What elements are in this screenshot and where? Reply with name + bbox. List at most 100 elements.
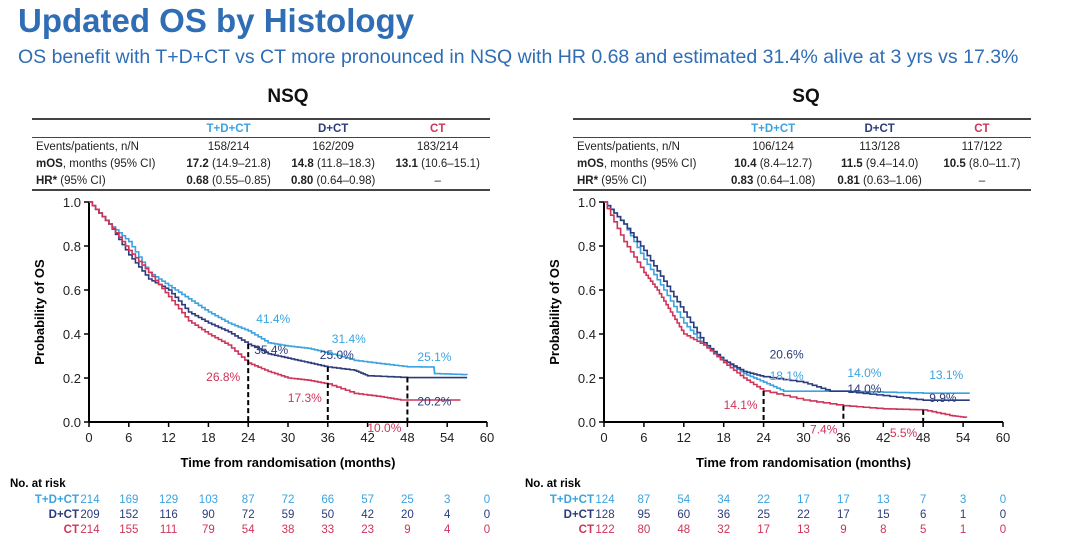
at-risk-value: 42: [361, 509, 374, 521]
column-header: D+CT: [826, 119, 933, 138]
column-header: T+D+CT: [719, 119, 827, 138]
table-row: mOS, months (95% CI) 10.4 (8.4–12.7) 11.5 …: [573, 155, 1031, 172]
at-risk-value: 13: [877, 494, 890, 506]
row-label: HR* (95% CI): [36, 174, 106, 187]
y-tick-label: 0.6: [63, 283, 81, 298]
cell: 17.2 (14.9–21.8): [186, 157, 271, 170]
at-risk-value: 5: [920, 524, 926, 536]
annotation-dct-48: 20.2%: [417, 395, 451, 409]
sq-panel-title: SQ: [792, 86, 820, 107]
page-title: Updated OS by Histology: [18, 2, 415, 39]
at-risk-value: 57: [361, 494, 374, 506]
x-tick-label: 30: [796, 430, 810, 445]
cell: 183/214: [416, 140, 459, 153]
x-tick-label: 48: [400, 430, 414, 445]
at-risk-value: 0: [484, 524, 490, 536]
at-risk-value: 0: [1000, 494, 1006, 506]
at-risk-row-label: D+CT: [564, 509, 594, 521]
cell: 106/124: [752, 140, 794, 153]
column-header: T+D+CT: [176, 119, 281, 138]
cell: 162/209: [312, 140, 354, 153]
at-risk-value: 32: [717, 524, 730, 536]
at-risk-value: 50: [321, 509, 334, 521]
x-tick-label: 42: [876, 430, 890, 445]
cell: –: [978, 174, 986, 187]
y-tick-label: 0.4: [578, 327, 596, 342]
at-risk-value: 4: [444, 524, 451, 536]
x-tick-label: 48: [916, 430, 930, 445]
at-risk-value: 3: [444, 494, 450, 506]
annotation-dct-24: 20.6%: [770, 348, 804, 362]
at-risk-row-label: T+D+CT: [35, 494, 79, 506]
y-tick-label: 0.8: [578, 239, 596, 254]
nsq-curve-dct: [89, 201, 468, 379]
annotation-tdct-48: 13.1%: [929, 368, 963, 382]
row-label: Events/patients, n/N: [577, 140, 680, 153]
at-risk-value: 17: [837, 494, 850, 506]
at-risk-value: 122: [595, 524, 614, 536]
at-risk-value: 152: [119, 509, 138, 521]
at-risk-value: 72: [282, 494, 295, 506]
table-row: Events/patients, n/N 106/124 113/128 117/12…: [573, 138, 1031, 156]
at-risk-value: 23: [361, 524, 374, 536]
x-tick-label: 42: [360, 430, 374, 445]
annotation-dct-36: 25.0%: [320, 348, 354, 362]
nsq-y-axis-label: Probability of OS: [32, 259, 47, 365]
x-tick-label: 36: [836, 430, 850, 445]
at-risk-value: 59: [282, 509, 295, 521]
at-risk-value: 4: [444, 509, 451, 521]
at-risk-value: 0: [484, 509, 490, 521]
at-risk-value: 90: [202, 509, 215, 521]
table-row: mOS, months (95% CI) 17.2 (14.9–21.8) 14.8…: [32, 155, 490, 172]
annotation-ct-48: 5.5%: [890, 426, 918, 440]
at-risk-row-label: D+CT: [49, 509, 79, 521]
at-risk-value: 3: [960, 494, 966, 506]
cell: 10.4 (8.4–12.7): [734, 157, 813, 170]
at-risk-value: 25: [401, 494, 414, 506]
row-label: mOS, months (95% CI): [36, 157, 156, 170]
cell: 0.81 (0.63–1.06): [837, 174, 922, 187]
annotation-tdct-24: 41.4%: [256, 312, 290, 326]
sq-curve-dct: [604, 201, 970, 402]
at-risk-value: 54: [677, 494, 690, 506]
at-risk-value: 9: [840, 524, 846, 536]
y-tick-label: 0.8: [63, 239, 81, 254]
cell: 158/214: [207, 140, 250, 153]
y-tick-label: 0.2: [578, 371, 596, 386]
at-risk-value: 0: [1000, 524, 1006, 536]
at-risk-value: 34: [717, 494, 730, 506]
at-risk-value: 87: [242, 494, 255, 506]
nsq-x-axis-label: Time from randomisation (months): [181, 455, 396, 470]
table-row: HR* (95% CI) 0.68 (0.55–0.85) 0.80 (0.64–0…: [32, 172, 490, 190]
cell: –: [434, 174, 441, 187]
cell: 113/128: [859, 140, 900, 153]
sq-at-risk-title: No. at risk: [525, 478, 581, 490]
annotation-tdct-48: 25.1%: [417, 350, 451, 364]
at-risk-value: 1: [960, 524, 966, 536]
y-tick-label: 0.2: [63, 371, 81, 386]
x-tick-label: 6: [125, 430, 132, 445]
at-risk-value: 169: [119, 494, 138, 506]
nsq-stats-table: T+D+CT D+CT CT Events/patients, n/N 158/214 1…: [32, 118, 490, 191]
x-tick-label: 12: [677, 430, 691, 445]
column-header: D+CT: [280, 119, 386, 138]
cell: 13.1 (10.6–15.1): [395, 157, 480, 170]
nsq-at-risk-title: No. at risk: [10, 478, 66, 490]
at-risk-value: 95: [638, 509, 651, 521]
at-risk-row-label: T+D+CT: [550, 494, 594, 506]
x-tick-label: 6: [640, 430, 647, 445]
annotation-tdct-24: 18.1%: [770, 369, 804, 383]
at-risk-value: 17: [757, 524, 770, 536]
at-risk-value: 54: [242, 524, 255, 536]
at-risk-row-label: CT: [579, 524, 594, 536]
at-risk-value: 116: [159, 509, 177, 521]
annotation-dct-24: 35.4%: [254, 343, 288, 357]
at-risk-value: 214: [80, 524, 100, 536]
y-tick-label: 0.0: [578, 415, 596, 430]
x-tick-label: 60: [480, 430, 494, 445]
x-tick-label: 54: [956, 430, 970, 445]
at-risk-value: 15: [877, 509, 890, 521]
x-tick-label: 24: [241, 430, 255, 445]
sq-y-axis-label: Probability of OS: [547, 259, 562, 365]
